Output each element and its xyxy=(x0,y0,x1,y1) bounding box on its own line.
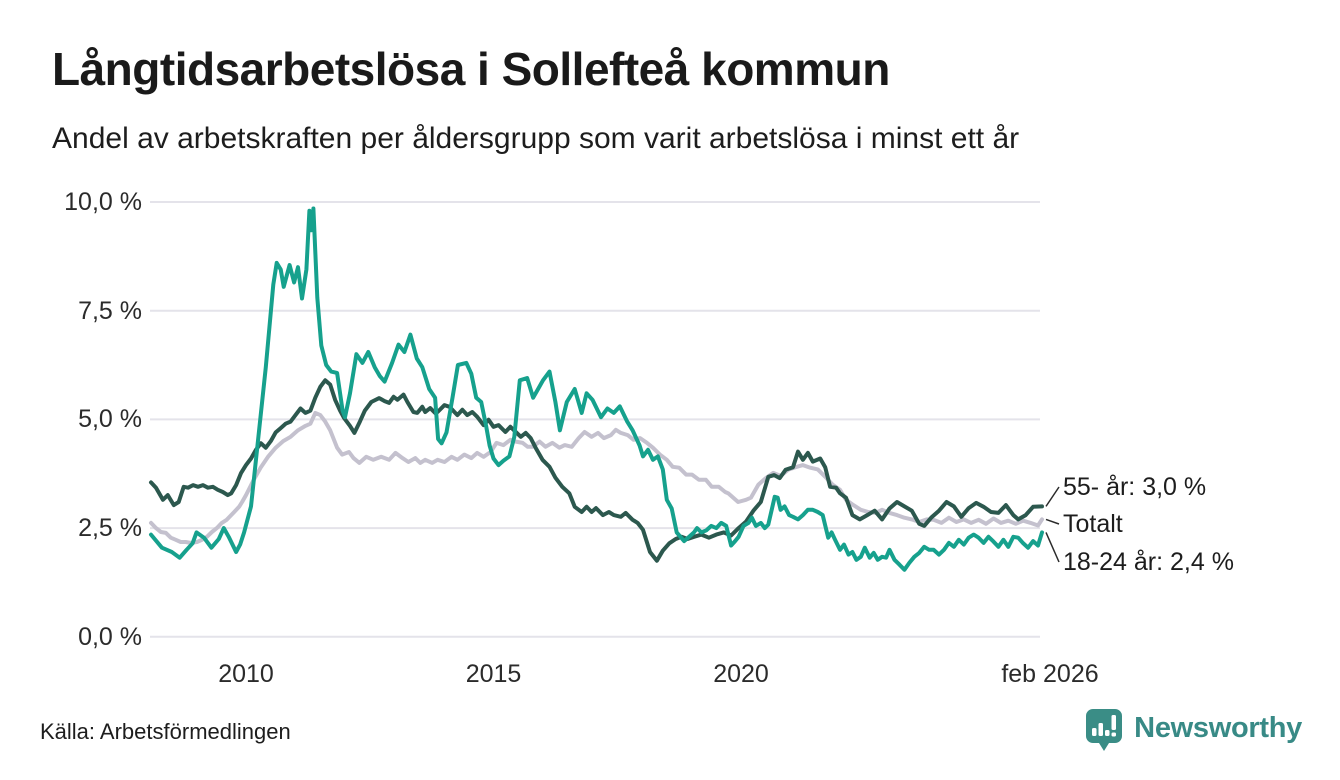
page-title: Långtidsarbetslösa i Sollefteå kommun xyxy=(52,43,890,95)
series-end-label-55-ar: 55- år: 3,0 % xyxy=(1063,473,1207,501)
x-axis-tick-label: 2015 xyxy=(465,660,522,688)
source-note: Källa: Arbetsförmedlingen xyxy=(40,719,291,744)
annotation-leader-line xyxy=(1045,486,1060,507)
x-axis-tick-label: feb 2026 xyxy=(1001,660,1099,688)
y-axis-tick-label: 2,5 % xyxy=(78,514,142,543)
newsworthy-wordmark: Newsworthy xyxy=(1134,712,1302,744)
newsworthy-logo-icon xyxy=(1086,709,1123,751)
x-axis-tick-label: 2020 xyxy=(713,660,769,688)
newsworthy-logo: Newsworthy xyxy=(1083,706,1302,754)
annotation-leader-line xyxy=(1045,518,1060,525)
series-line-18-24-r xyxy=(149,206,1044,572)
y-axis-tick-label: 10,0 % xyxy=(64,188,142,216)
series-line-55-r xyxy=(149,378,1044,563)
y-axis-tick-label: 0,0 % xyxy=(78,622,142,651)
x-axis-tick-label: 2010 xyxy=(218,660,274,688)
y-axis-tick-label: 7,5 % xyxy=(78,296,142,325)
annotation-leader-line xyxy=(1045,532,1060,563)
series-line-totalt xyxy=(149,410,1044,545)
series-end-label-18-24-ar: 18-24 år: 2,4 % xyxy=(1063,548,1234,576)
y-axis-tick-label: 5,0 % xyxy=(78,405,142,434)
series-end-label-totalt: Totalt xyxy=(1063,510,1123,538)
page-subtitle: Andel av arbetskraften per åldersgrupp s… xyxy=(52,122,1020,155)
